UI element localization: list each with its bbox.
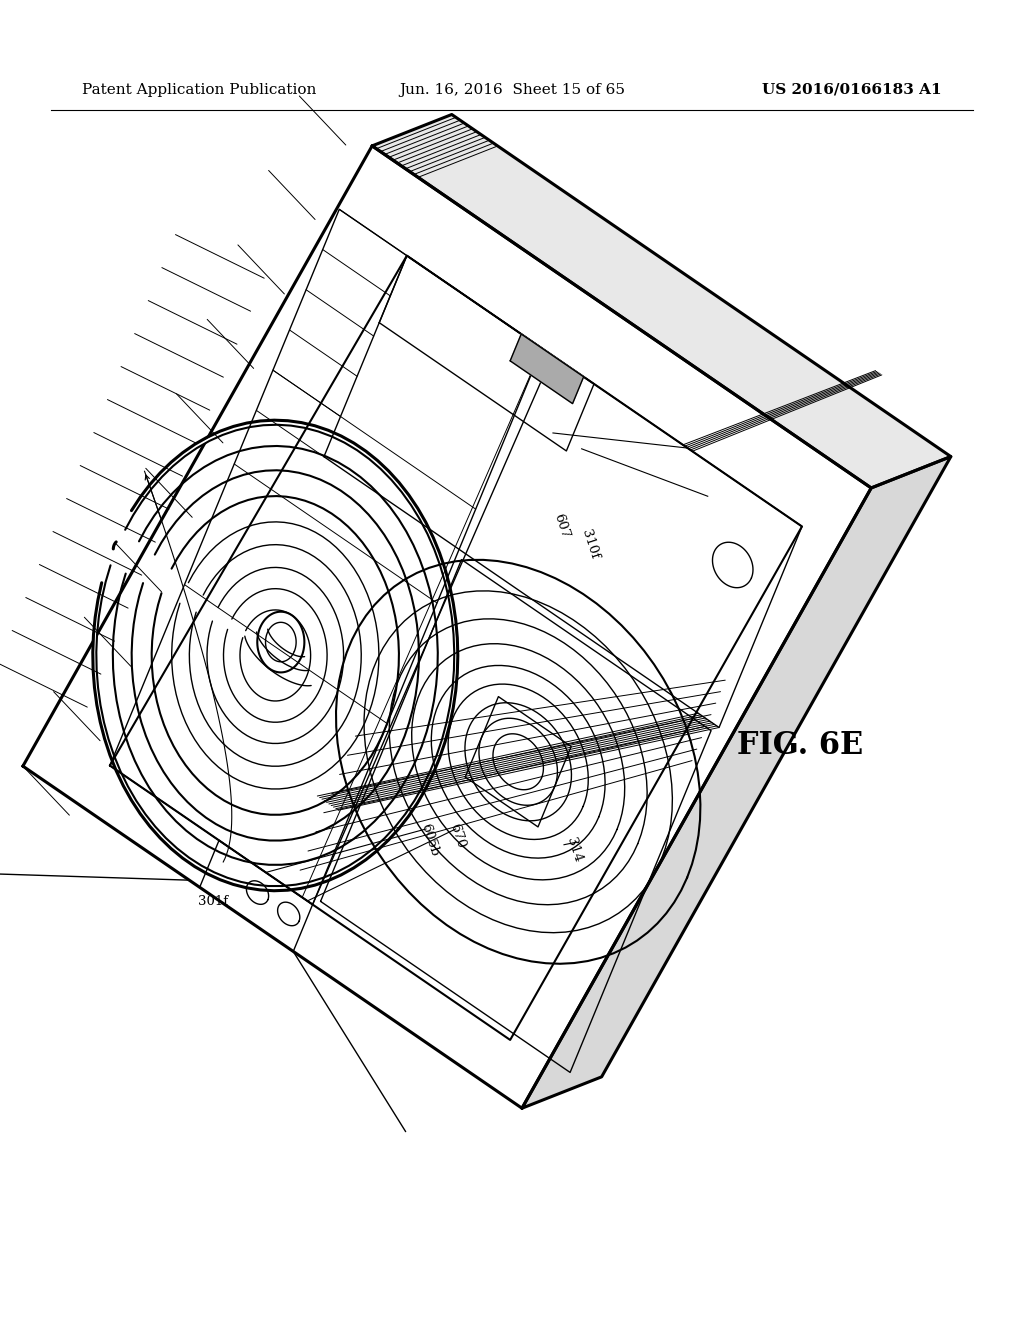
Text: Patent Application Publication: Patent Application Publication <box>82 83 316 96</box>
Polygon shape <box>522 457 951 1109</box>
Text: 310f: 310f <box>580 528 601 561</box>
Text: 670: 670 <box>447 822 468 850</box>
Text: 301f: 301f <box>198 895 227 908</box>
Polygon shape <box>510 334 584 404</box>
Polygon shape <box>23 147 871 1109</box>
Text: Jun. 16, 2016  Sheet 15 of 65: Jun. 16, 2016 Sheet 15 of 65 <box>399 83 625 96</box>
Text: 314: 314 <box>564 836 585 863</box>
Polygon shape <box>0 0 945 1274</box>
Text: FIG. 6E: FIG. 6E <box>737 730 863 762</box>
Text: 607: 607 <box>551 512 571 540</box>
Text: US 2016/0166183 A1: US 2016/0166183 A1 <box>763 83 942 96</box>
Text: 605b: 605b <box>418 822 440 858</box>
Polygon shape <box>372 115 951 488</box>
